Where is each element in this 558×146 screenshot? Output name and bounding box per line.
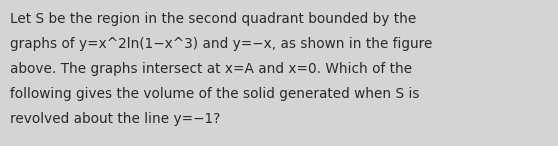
Text: following gives the volume of the solid generated when S is: following gives the volume of the solid … bbox=[10, 87, 420, 101]
Text: above. The graphs intersect at x=A and x=0. Which of the: above. The graphs intersect at x=A and x… bbox=[10, 62, 412, 76]
Text: revolved about the line y=−1?: revolved about the line y=−1? bbox=[10, 112, 220, 126]
Text: Let S be the region in the second quadrant bounded by the: Let S be the region in the second quadra… bbox=[10, 12, 416, 26]
Text: graphs of y=x^2ln(1−x^3) and y=−x, as shown in the figure: graphs of y=x^2ln(1−x^3) and y=−x, as sh… bbox=[10, 37, 432, 51]
